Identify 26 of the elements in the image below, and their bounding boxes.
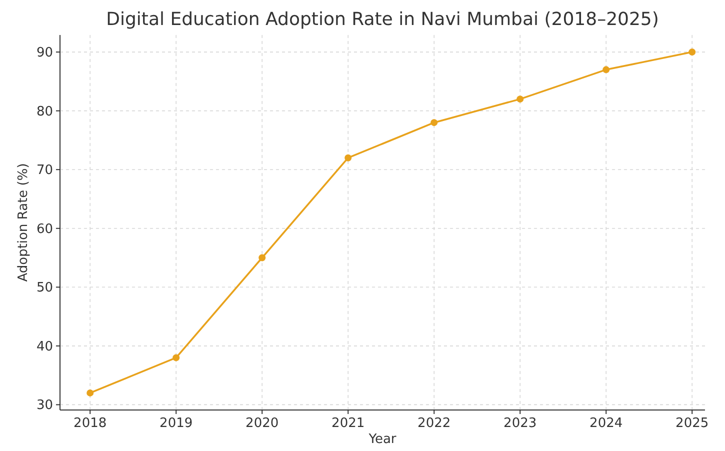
y-axis-title: Adoption Rate (%) bbox=[16, 163, 31, 282]
x-tick-label: 2021 bbox=[332, 416, 365, 431]
x-axis-title: Year bbox=[368, 432, 397, 447]
y-tick-label: 50 bbox=[36, 280, 53, 296]
point bbox=[86, 389, 94, 396]
y-tick-label: 90 bbox=[36, 46, 53, 61]
x-tick-label: 2018 bbox=[74, 416, 107, 431]
x-tick-label: 2019 bbox=[160, 416, 193, 431]
y-tick-label: 70 bbox=[36, 163, 53, 178]
point bbox=[688, 48, 696, 56]
point bbox=[344, 154, 352, 162]
y-tick-label: 80 bbox=[36, 104, 53, 120]
point bbox=[430, 119, 438, 126]
x-tick-label: 2020 bbox=[246, 416, 279, 431]
point bbox=[258, 254, 266, 262]
x-tick-label: 2024 bbox=[590, 416, 623, 431]
point bbox=[602, 66, 610, 74]
y-tick-label: 30 bbox=[36, 398, 53, 414]
x-tick-label: 2022 bbox=[418, 416, 451, 431]
chart-title: Digital Education Adoption Rate in Navi Mumbai (2018–2025) bbox=[106, 9, 659, 30]
x-tick-label: 2023 bbox=[504, 416, 537, 431]
point bbox=[516, 96, 524, 103]
y-tick-label: 60 bbox=[36, 222, 53, 237]
point bbox=[172, 354, 180, 362]
y-tick-label: 40 bbox=[36, 339, 53, 354]
x-tick-label: 2025 bbox=[676, 416, 709, 431]
